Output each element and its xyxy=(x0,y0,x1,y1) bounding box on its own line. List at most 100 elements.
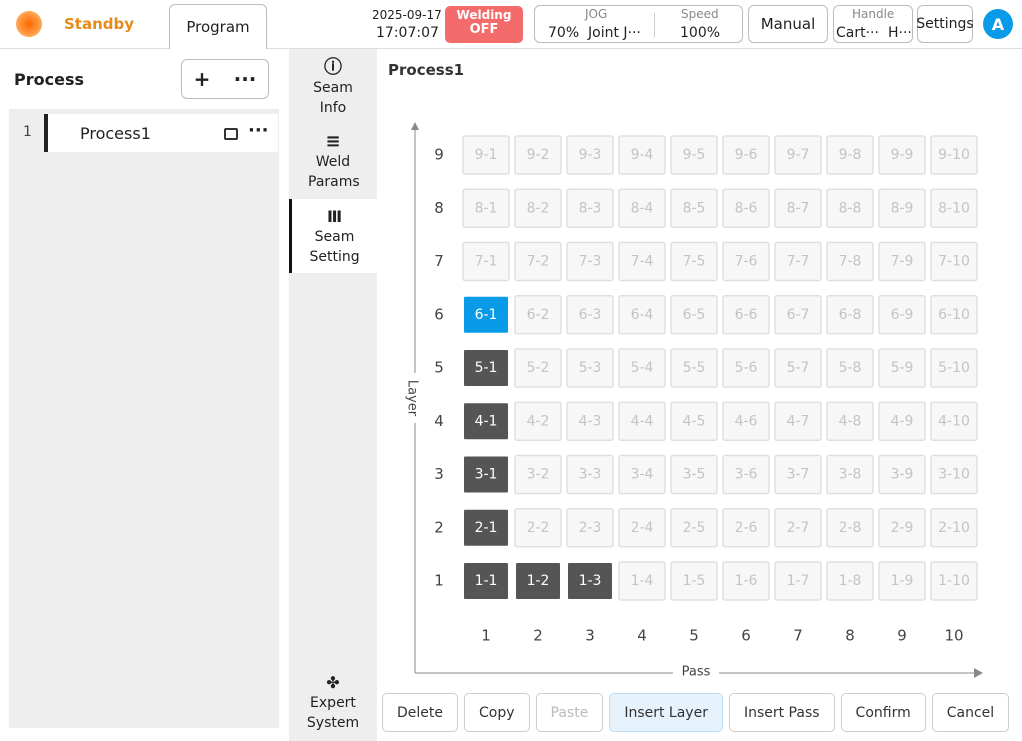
action-button[interactable]: Insert Pass xyxy=(728,693,835,732)
action-button[interactable]: Confirm xyxy=(840,693,926,732)
grid-cell[interactable] xyxy=(774,508,822,548)
grid-cell[interactable] xyxy=(826,188,874,228)
grid-cell[interactable] xyxy=(774,454,822,495)
grid-cell[interactable] xyxy=(930,295,978,335)
grid-cell[interactable] xyxy=(514,188,562,228)
more[interactable]: ··· xyxy=(248,120,269,141)
grid-cell[interactable] xyxy=(826,135,874,175)
grid-cell[interactable] xyxy=(618,348,666,388)
grid-cell[interactable] xyxy=(618,241,666,282)
grid-cell[interactable] xyxy=(514,454,562,495)
action-button[interactable]: Cancel xyxy=(931,693,1010,732)
grid-cell[interactable] xyxy=(774,561,822,601)
grid-cell[interactable] xyxy=(878,241,926,282)
grid-cell[interactable] xyxy=(618,561,666,601)
grid-cell[interactable] xyxy=(566,401,614,441)
nav-item[interactable]: Ⅲ Seam Setting xyxy=(289,199,377,273)
grid-cell[interactable] xyxy=(878,454,926,495)
grid-cell[interactable] xyxy=(670,188,718,228)
grid-cell[interactable] xyxy=(670,561,718,601)
grid-cell[interactable] xyxy=(566,241,614,282)
handle-box[interactable]: Handle Cart··· H··· xyxy=(833,5,913,43)
grid-cell[interactable] xyxy=(566,454,614,495)
grid-cell[interactable] xyxy=(462,507,510,548)
grid-cell[interactable] xyxy=(722,401,770,441)
grid-cell[interactable] xyxy=(826,561,874,601)
grid-cell[interactable] xyxy=(618,454,666,495)
avatar[interactable]: A xyxy=(983,9,1013,39)
nav-item[interactable]: ⓘ Seam Info xyxy=(289,58,377,118)
grid-cell[interactable] xyxy=(722,508,770,548)
grid-cell[interactable] xyxy=(878,561,926,601)
grid-cell[interactable] xyxy=(514,295,562,335)
grid-cell[interactable] xyxy=(774,348,822,388)
grid-cell[interactable] xyxy=(566,188,614,228)
lock-icon[interactable] xyxy=(224,128,238,140)
grid-cell[interactable] xyxy=(618,401,666,441)
grid-cell[interactable] xyxy=(566,348,614,388)
grid-cell[interactable] xyxy=(618,188,666,228)
grid-cell[interactable] xyxy=(670,241,718,282)
grid-cell[interactable] xyxy=(566,135,614,175)
grid-cell[interactable] xyxy=(722,241,770,282)
grid-cell[interactable] xyxy=(826,508,874,548)
grid-cell[interactable] xyxy=(462,401,510,442)
grid-cell[interactable] xyxy=(566,508,614,548)
grid-cell[interactable] xyxy=(462,188,510,228)
grid-cell[interactable] xyxy=(462,348,510,388)
grid-cell[interactable] xyxy=(670,295,718,335)
process-item[interactable]: Process1 ··· xyxy=(44,114,278,152)
grid-cell[interactable] xyxy=(774,295,822,335)
grid-cell[interactable] xyxy=(722,295,770,335)
grid-cell[interactable] xyxy=(514,401,562,441)
grid-cell[interactable] xyxy=(930,241,978,282)
grid-cell[interactable] xyxy=(670,348,718,388)
grid-cell[interactable] xyxy=(514,135,562,175)
grid-cell[interactable] xyxy=(462,135,510,175)
grid-cell[interactable] xyxy=(618,135,666,175)
grid-cell[interactable] xyxy=(930,188,978,228)
action-button[interactable]: Insert Layer xyxy=(609,693,723,732)
grid-cell[interactable] xyxy=(930,401,978,441)
grid-cell[interactable] xyxy=(462,454,510,495)
grid-cell[interactable] xyxy=(878,188,926,228)
grid-cell[interactable] xyxy=(930,454,978,495)
action-button[interactable]: Copy xyxy=(464,693,530,732)
jog-box[interactable]: JOG 70% Joint J··· Speed 100% xyxy=(534,5,743,43)
grid-cell[interactable] xyxy=(826,348,874,388)
grid-cell[interactable] xyxy=(826,241,874,282)
grid-cell[interactable] xyxy=(930,561,978,601)
nav-item[interactable]: ✤ Expert System xyxy=(289,673,377,733)
grid-cell[interactable] xyxy=(774,241,822,282)
grid-cell[interactable] xyxy=(618,508,666,548)
grid-cell[interactable] xyxy=(514,508,562,548)
grid-cell[interactable] xyxy=(722,454,770,495)
settings-button[interactable]: Settings xyxy=(916,5,974,43)
grid-cell[interactable] xyxy=(670,508,718,548)
grid-cell[interactable] xyxy=(670,135,718,175)
grid-cell[interactable] xyxy=(670,401,718,441)
grid-cell[interactable] xyxy=(930,135,978,175)
grid-cell[interactable] xyxy=(930,348,978,388)
grid-cell[interactable] xyxy=(514,241,562,282)
grid-cell[interactable] xyxy=(878,508,926,548)
grid-cell[interactable] xyxy=(878,295,926,335)
grid-cell[interactable] xyxy=(774,188,822,228)
grid-cell[interactable] xyxy=(462,561,510,601)
grid-cell[interactable] xyxy=(722,561,770,601)
grid-cell[interactable] xyxy=(722,348,770,388)
grid-cell[interactable] xyxy=(722,135,770,175)
grid-cell[interactable] xyxy=(514,561,562,601)
grid-cell[interactable] xyxy=(722,188,770,228)
nav-item[interactable]: ≡ Weld Params xyxy=(308,131,360,191)
grid-cell[interactable] xyxy=(774,401,822,441)
grid-cell[interactable] xyxy=(566,561,614,601)
grid-cell[interactable] xyxy=(462,241,510,282)
manual-button[interactable]: Manual xyxy=(748,5,828,43)
tab[interactable]: Program xyxy=(169,4,267,49)
grid-cell[interactable] xyxy=(462,294,510,335)
grid-cell[interactable] xyxy=(514,348,562,388)
grid-cell[interactable] xyxy=(774,135,822,175)
grid-cell[interactable] xyxy=(878,401,926,441)
grid-cell[interactable] xyxy=(878,135,926,175)
